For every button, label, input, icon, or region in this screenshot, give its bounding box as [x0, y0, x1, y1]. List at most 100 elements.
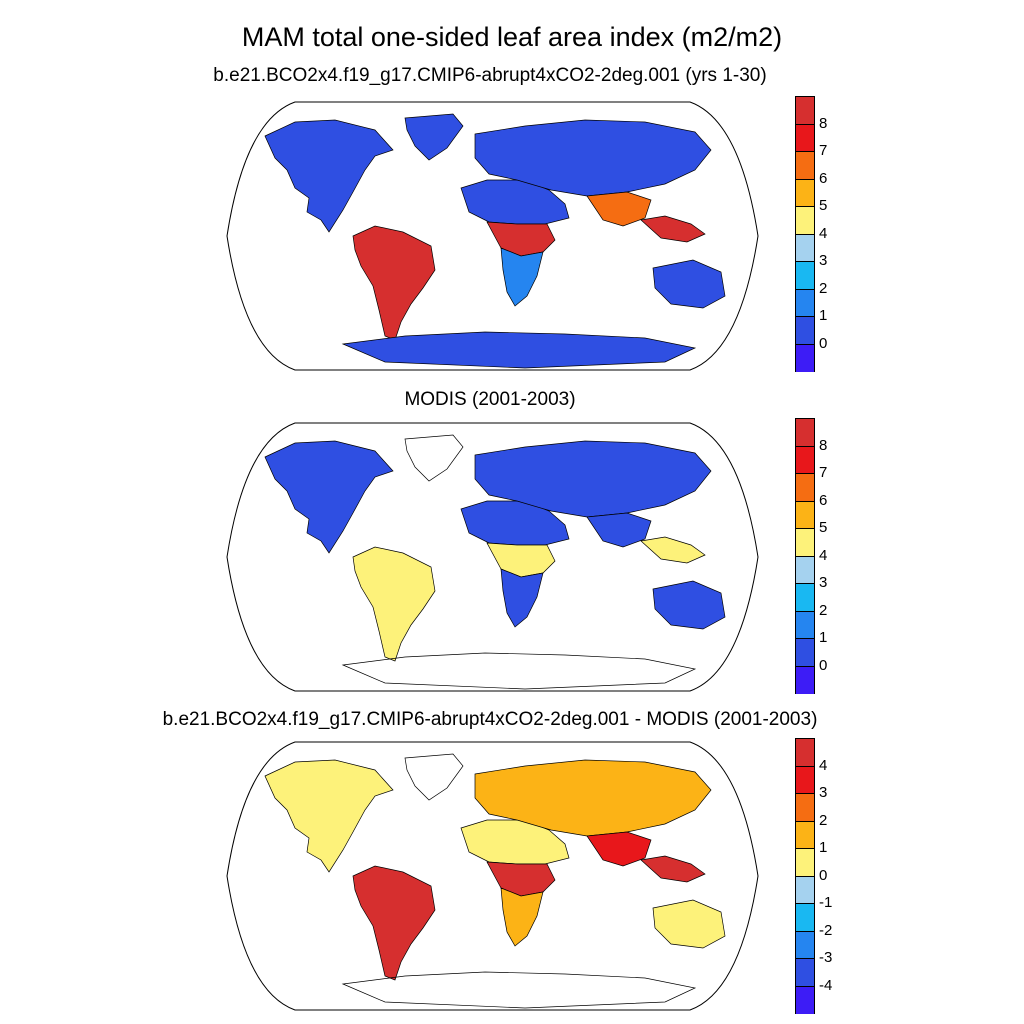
colorbar-label: 8	[819, 114, 828, 132]
region-eurasia	[474, 440, 712, 518]
region-australia	[652, 580, 726, 630]
colorbar-label: 4	[819, 224, 828, 242]
colorbar-bin	[795, 316, 815, 345]
region-south-asia	[586, 191, 652, 227]
colorbar-bin	[795, 123, 815, 152]
colorbar-label: 2	[819, 811, 828, 829]
region-africa-north	[460, 179, 570, 225]
colorbar-bin	[795, 151, 815, 180]
region-australia	[652, 259, 726, 309]
colorbar-label: 6	[819, 169, 828, 187]
world-map	[226, 101, 759, 371]
colorbar: 8 7 6 5 4 3 2 1 0	[795, 96, 855, 372]
region-maritime	[640, 215, 706, 243]
colorbar-bin	[795, 473, 815, 502]
colorbar-bin	[795, 848, 815, 877]
region-antarctica	[341, 971, 697, 1009]
colorbar-bin	[795, 500, 815, 529]
colorbar-bin	[795, 343, 815, 372]
colorbar-bin	[795, 178, 815, 207]
colorbar-label: 0	[819, 866, 828, 884]
region-maritime	[640, 855, 706, 883]
region-africa-north	[460, 819, 570, 865]
colorbar-label: 2	[819, 601, 828, 619]
colorbar-label: 1	[819, 629, 828, 646]
region-africa-central	[486, 542, 556, 578]
colorbar-label: 0	[819, 656, 828, 674]
region-antarctica	[341, 331, 697, 369]
region-africa-south	[500, 247, 544, 307]
panel-title: b.e21.BCO2x4.f19_g17.CMIP6-abrupt4xCO2-2…	[213, 65, 767, 86]
region-south-asia	[586, 831, 652, 867]
region-greenland	[404, 434, 464, 482]
figure-title: MAM total one-sided leaf area index (m2/…	[241, 22, 783, 52]
colorbar-bin	[795, 528, 815, 557]
region-eurasia	[474, 759, 712, 837]
colorbar-bin	[795, 903, 815, 932]
colorbar-label: 7	[819, 464, 828, 481]
region-south-america	[352, 225, 436, 341]
region-north-america	[264, 759, 394, 873]
colorbar-bin	[795, 233, 815, 262]
colorbar-label: 3	[819, 784, 828, 801]
region-maritime	[640, 536, 706, 564]
region-north-america	[264, 119, 394, 233]
region-africa-south	[500, 568, 544, 628]
region-south-asia	[586, 512, 652, 548]
region-africa-south	[500, 887, 544, 947]
colorbar-label: 5	[819, 197, 828, 214]
region-africa-central	[486, 861, 556, 897]
panel-title: MODIS (2001-2003)	[404, 389, 576, 410]
map-frame	[226, 101, 759, 371]
colorbar-bin	[795, 638, 815, 667]
colorbar-label: 4	[819, 756, 828, 774]
colorbar-label: -4	[819, 976, 833, 994]
colorbar: 8 7 6 5 4 3 2 1 0	[795, 418, 855, 694]
colorbar-label: 3	[819, 252, 828, 269]
colorbar-label: 2	[819, 279, 828, 297]
colorbar-label: 0	[819, 334, 828, 352]
colorbar-bin	[795, 793, 815, 822]
colorbar-bin	[795, 985, 815, 1014]
colorbar-bin	[795, 261, 815, 290]
colorbar-bin	[795, 610, 815, 639]
world-map	[226, 422, 759, 692]
colorbar-label: 4	[819, 546, 828, 564]
colorbar-label: 7	[819, 142, 828, 159]
region-eurasia	[474, 119, 712, 197]
colorbar-label: 6	[819, 491, 828, 509]
colorbar-bin	[795, 665, 815, 694]
colorbar-bin	[795, 418, 815, 447]
colorbar-bin	[795, 555, 815, 584]
colorbar-bin	[795, 875, 815, 904]
region-south-america	[352, 865, 436, 981]
colorbar: 4 3 2 1 0 -1 -2 -3 -4	[795, 738, 855, 1014]
colorbar-label: 1	[819, 307, 828, 324]
colorbar-bin	[795, 765, 815, 794]
region-north-america	[264, 440, 394, 554]
colorbar-label: -2	[819, 921, 833, 939]
region-south-america	[352, 546, 436, 662]
colorbar-bin	[795, 96, 815, 125]
colorbar-label: -1	[819, 894, 833, 911]
colorbar-bin	[795, 288, 815, 317]
colorbar-bin	[795, 930, 815, 959]
map-frame	[226, 422, 759, 692]
colorbar-bin	[795, 206, 815, 235]
region-greenland	[404, 113, 464, 161]
colorbar-label: 1	[819, 839, 828, 856]
colorbar-bin	[795, 445, 815, 474]
colorbar-bin	[795, 738, 815, 767]
world-map	[226, 741, 759, 1011]
colorbar-bin	[795, 583, 815, 612]
colorbar-bin	[795, 958, 815, 987]
panel-title: b.e21.BCO2x4.f19_g17.CMIP6-abrupt4xCO2-2…	[162, 709, 818, 730]
colorbar-label: 8	[819, 436, 828, 454]
colorbar-label: -3	[819, 949, 833, 966]
region-greenland	[404, 753, 464, 801]
colorbar-label: 5	[819, 519, 828, 536]
region-africa-central	[486, 221, 556, 257]
region-africa-north	[460, 500, 570, 546]
map-frame	[226, 741, 759, 1011]
colorbar-label: 3	[819, 574, 828, 591]
